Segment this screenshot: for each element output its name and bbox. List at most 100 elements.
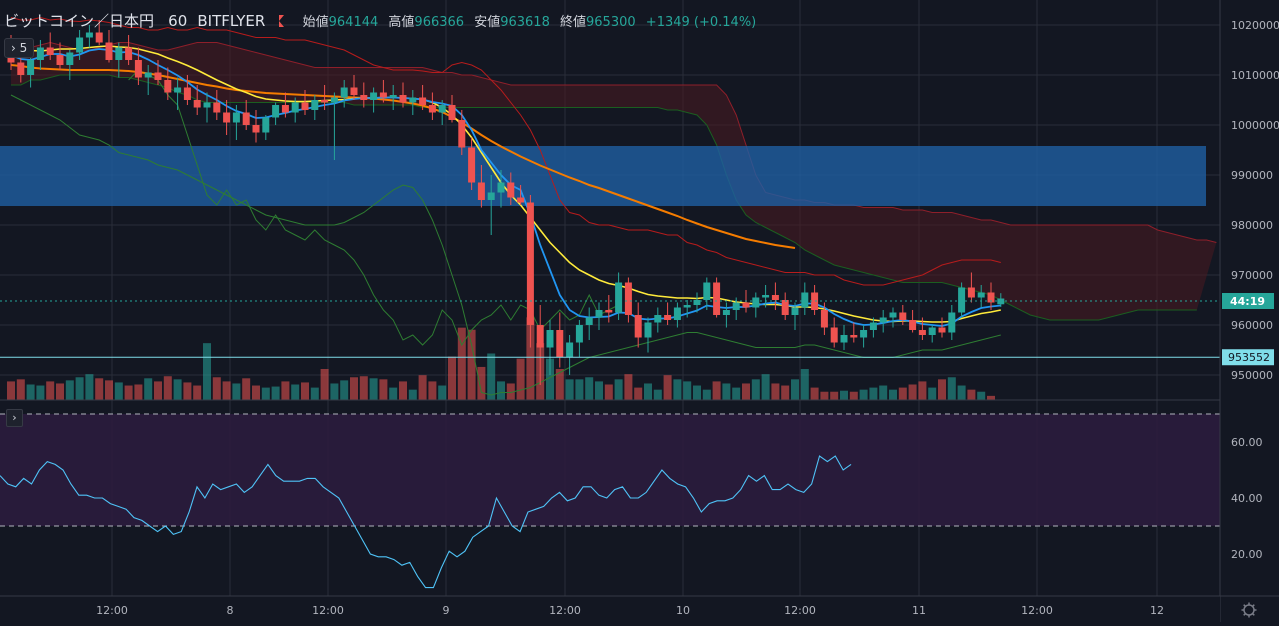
- ichimoku-cloud: [11, 42, 1217, 320]
- candle-body: [56, 55, 64, 65]
- candle: [977, 285, 985, 308]
- close-value: 965300: [586, 15, 636, 30]
- rsi-band: [0, 414, 1220, 526]
- ema-fast: [10, 48, 1001, 327]
- volume-bar: [477, 366, 486, 400]
- volume-bar: [261, 387, 270, 400]
- volume-bar: [271, 386, 280, 400]
- candle-body: [223, 112, 231, 123]
- candle: [76, 30, 84, 60]
- candle-body: [46, 47, 54, 55]
- candle: [546, 320, 554, 375]
- volume-bar: [203, 343, 211, 400]
- volume-bar: [7, 381, 15, 400]
- candle-body: [497, 182, 505, 193]
- candle-body: [918, 330, 926, 335]
- candle: [448, 95, 456, 123]
- candle: [762, 285, 770, 308]
- candle: [428, 92, 436, 120]
- volume-bar: [350, 377, 358, 400]
- candle-body: [174, 87, 182, 93]
- candle: [820, 302, 828, 335]
- candle-body: [360, 95, 368, 100]
- exchange-label: BITFLYER: [197, 12, 266, 30]
- candle-body: [379, 92, 387, 98]
- candle: [683, 300, 691, 318]
- candle-body: [115, 47, 123, 60]
- volume-bar: [418, 375, 427, 400]
- candle: [487, 175, 495, 235]
- time-tick-label: 12:00: [312, 604, 344, 617]
- candle: [46, 32, 54, 60]
- timeframe-label[interactable]: 60: [168, 12, 188, 30]
- volume-bar: [840, 390, 848, 400]
- candle: [330, 92, 338, 160]
- candle-body: [595, 310, 603, 318]
- settings-gear-icon[interactable]: [1241, 602, 1257, 618]
- candle: [223, 100, 231, 135]
- indicators-collapse-button[interactable]: › 5: [4, 38, 35, 58]
- candle-body: [389, 95, 397, 98]
- candle-body: [154, 72, 162, 80]
- close-label: 終値: [560, 15, 587, 30]
- candle-body: [164, 80, 172, 93]
- lagging-span: [128, 69, 619, 347]
- volume-bar: [26, 384, 35, 400]
- candle-body: [566, 342, 574, 358]
- candle: [370, 87, 378, 113]
- volume-bar: [908, 384, 917, 400]
- time-tick-label: 12: [1150, 604, 1164, 617]
- candle-body: [370, 92, 378, 100]
- candle: [918, 317, 926, 340]
- volume-bar: [595, 381, 603, 400]
- candle: [634, 302, 642, 348]
- candle: [722, 302, 730, 328]
- candle: [311, 95, 319, 120]
- volume-bar: [565, 379, 574, 400]
- volume-bar: [732, 387, 741, 400]
- volume-bar: [173, 379, 182, 400]
- pane-expand-button[interactable]: ›: [6, 409, 23, 427]
- gear-tooth: [1252, 604, 1255, 607]
- candle: [36, 40, 44, 70]
- candle: [232, 105, 240, 140]
- volume-bar: [702, 389, 711, 400]
- candle-body: [938, 327, 946, 333]
- rsi-tick-label: 60.00: [1231, 436, 1263, 449]
- volume-bar: [849, 391, 858, 400]
- volume-bar: [722, 383, 731, 400]
- volume-bar: [134, 384, 143, 400]
- bollinger-upper: [10, 16, 1001, 286]
- candle: [95, 20, 103, 45]
- candle: [291, 97, 299, 123]
- volume-bar: [791, 379, 799, 400]
- candle-body: [742, 302, 750, 308]
- volume-bar: [154, 381, 162, 400]
- symbol-name[interactable]: ビットコイン／日本円: [4, 12, 155, 30]
- candle-body: [419, 97, 427, 105]
- hline-price-badge[interactable]: [1222, 349, 1274, 366]
- volume-bar: [742, 383, 750, 400]
- ema-slow: [10, 45, 1001, 323]
- volume-bar: [399, 381, 407, 400]
- candle: [389, 85, 397, 110]
- candle-body: [928, 327, 936, 335]
- candle-body: [448, 105, 456, 120]
- volume-bar: [183, 382, 192, 400]
- volume-bar: [124, 385, 133, 400]
- cloud-span-a: [10, 41, 1217, 243]
- volume-bar: [712, 381, 721, 400]
- candle-body: [487, 192, 495, 200]
- volume-bar: [624, 374, 633, 400]
- time-tick-label: 10: [676, 604, 690, 617]
- volume-bar: [65, 380, 74, 400]
- candle-body: [546, 330, 554, 348]
- candle-body: [281, 105, 289, 113]
- flag-icon[interactable]: [279, 15, 285, 27]
- volume-bar: [634, 387, 643, 400]
- volume-bar: [56, 383, 64, 400]
- volume-bar: [428, 381, 437, 400]
- candle: [203, 92, 211, 123]
